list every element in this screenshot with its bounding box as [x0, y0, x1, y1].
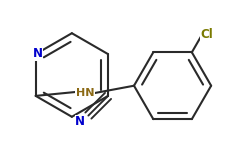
Text: N: N — [32, 47, 42, 60]
Text: HN: HN — [76, 88, 94, 98]
Text: Cl: Cl — [201, 28, 213, 41]
Text: N: N — [75, 115, 85, 128]
